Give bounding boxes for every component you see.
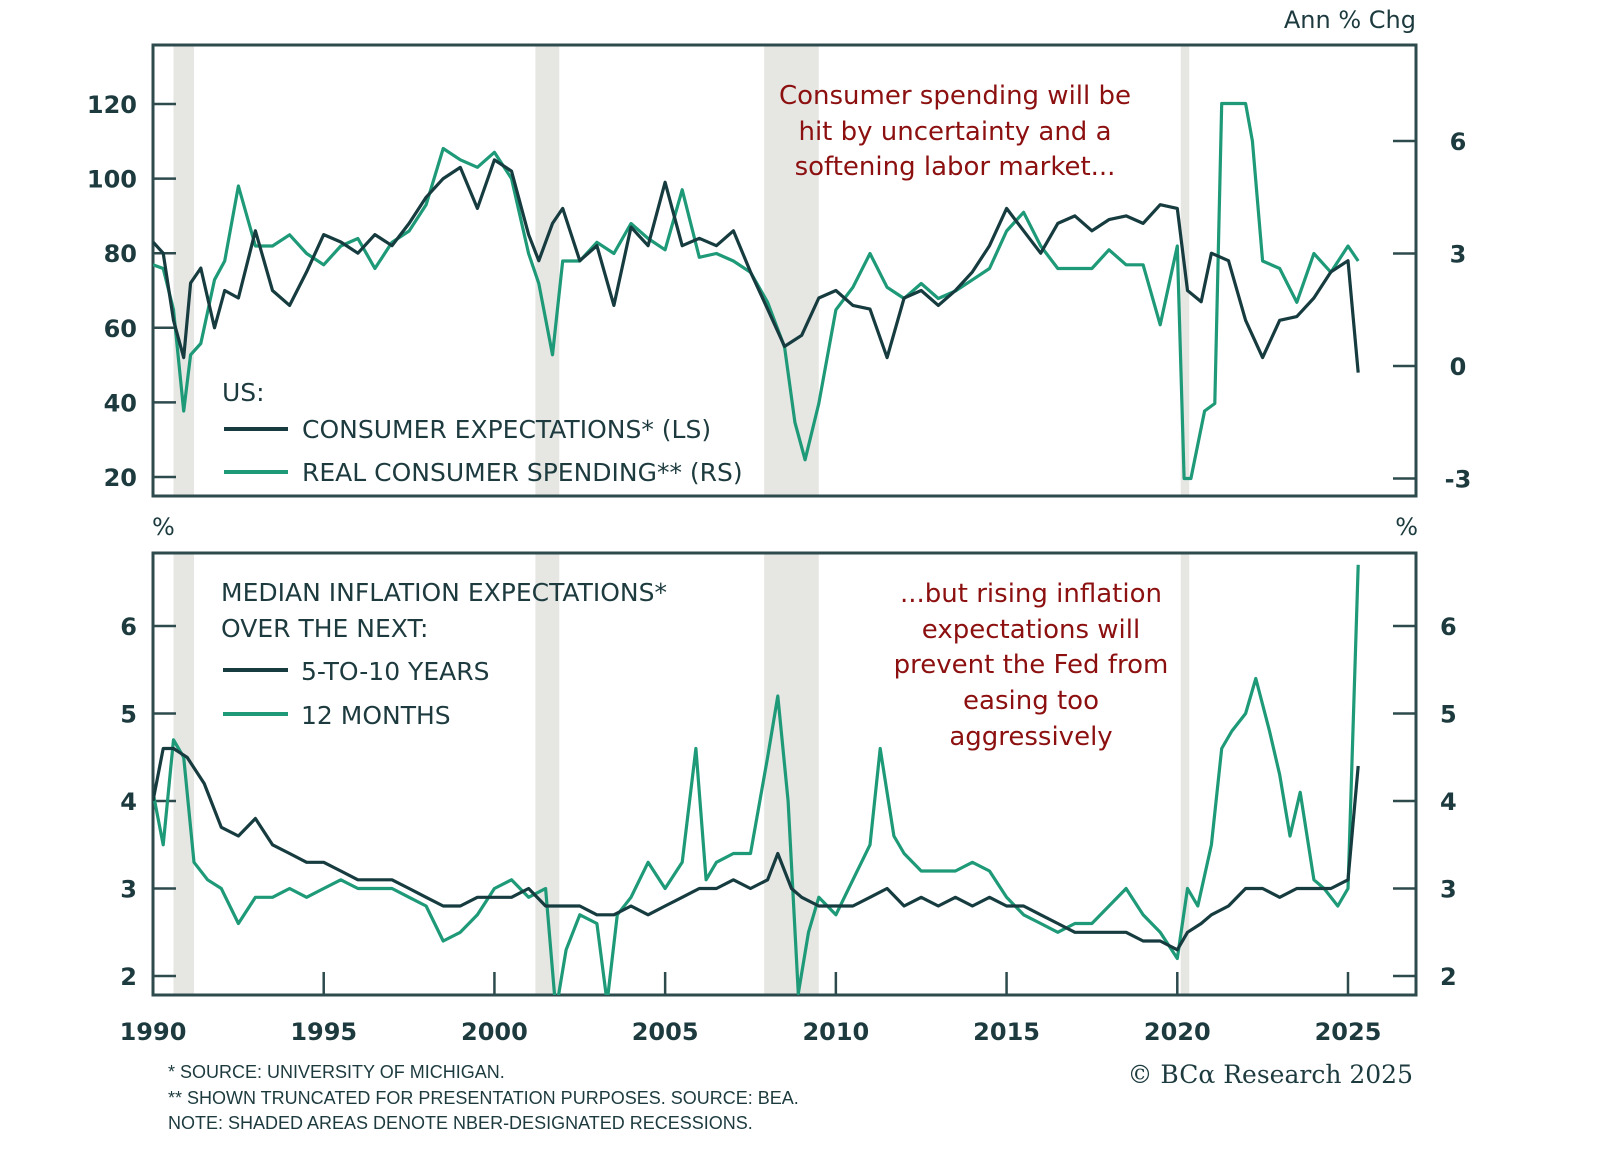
bottom-annotation-line4: easing too [963, 686, 1099, 716]
x-tick-label: 1990 [120, 1018, 187, 1046]
footnote-truncated: ** SHOWN TRUNCATED FOR PRESENTATION PURP… [168, 1088, 799, 1108]
x-tick-label: 2025 [1315, 1018, 1382, 1046]
top-annotation-line1: Consumer spending will be [779, 81, 1131, 111]
legend-label-5-to-10-years: 5-TO-10 YEARS [301, 657, 489, 686]
top-left-tick-label: 40 [104, 389, 137, 417]
x-tick-label: 2000 [461, 1018, 528, 1046]
top-annotation-line3: softening labor market... [795, 152, 1116, 182]
series-line-12-months [153, 564, 1360, 995]
legend-label-consumer-expectations: CONSUMER EXPECTATIONS* (LS) [302, 415, 711, 444]
top-right-tick-label: 3 [1450, 241, 1467, 269]
top-panel [151, 43, 1418, 498]
x-tick-label: 2010 [802, 1018, 869, 1046]
bottom-right-tick-label: 6 [1440, 613, 1457, 641]
top-right-tick-label: 0 [1450, 353, 1467, 381]
bottom-left-unit-label: % [152, 513, 175, 541]
bottom-panel [151, 551, 1418, 997]
top-legend-title: US: [222, 378, 265, 407]
top-right-unit-label: Ann % Chg [1284, 6, 1416, 34]
legend-label-real-consumer-spending: REAL CONSUMER SPENDING** (RS) [302, 458, 743, 487]
bottom-legend-title-line1: MEDIAN INFLATION EXPECTATIONS* [221, 578, 667, 607]
bottom-right-tick-label: 5 [1440, 701, 1457, 729]
recession-band-bottom-0 [173, 553, 194, 995]
bottom-annotation-line5: aggressively [949, 722, 1112, 752]
bottom-left-tick-label: 5 [120, 701, 137, 729]
recession-band-bottom-3 [1180, 553, 1190, 995]
top-panel-frame [151, 43, 1418, 498]
x-tick-label: 2020 [1144, 1018, 1211, 1046]
top-right-tick-label: 6 [1450, 128, 1467, 156]
bottom-left-tick-label: 2 [120, 963, 137, 991]
bottom-annotation-line2: expectations will [922, 615, 1140, 645]
footnote-recessions: NOTE: SHADED AREAS DENOTE NBER-DESIGNATE… [168, 1113, 753, 1133]
bottom-right-tick-label: 3 [1440, 876, 1457, 904]
top-legend: US: CONSUMER EXPECTATIONS* (LS) REAL CON… [222, 378, 743, 487]
bottom-legend: MEDIAN INFLATION EXPECTATIONS* OVER THE … [221, 578, 667, 730]
top-annotation: Consumer spending will be hit by uncerta… [779, 81, 1131, 182]
series-line-consumer-expectations [153, 158, 1360, 373]
footnote-source-umich: * SOURCE: UNIVERSITY OF MICHIGAN. [168, 1062, 505, 1082]
bottom-right-tick-label: 4 [1440, 788, 1457, 816]
x-tick-label: 2005 [632, 1018, 699, 1046]
recession-band-bottom-1 [535, 553, 560, 995]
bottom-right-tick-label: 2 [1440, 963, 1457, 991]
top-right-tick-label: -3 [1445, 466, 1472, 494]
recession-shading [173, 45, 1190, 995]
bottom-panel-frame [151, 551, 1418, 997]
top-left-tick-label: 120 [87, 91, 137, 119]
copyright-bca-research: © BCα Research 2025 [1127, 1060, 1413, 1089]
bottom-legend-title-line2: OVER THE NEXT: [221, 614, 428, 643]
bottom-left-tick-label: 4 [120, 788, 137, 816]
bottom-left-tick-label: 3 [120, 876, 137, 904]
bottom-annotation-line3: prevent the Fed from [894, 650, 1169, 680]
bottom-annotation-line1: ...but rising inflation [900, 579, 1162, 609]
axis-ticks: 20 40 60 80 100 120 -3 0 3 6 2 2 3 3 4 4 5 5 6 6 1990 1995 200… [87, 91, 1471, 1046]
x-tick-label: 2015 [973, 1018, 1040, 1046]
series-line-5-to-10-years [153, 746, 1360, 952]
series-line-real-consumer-spending [153, 101, 1360, 481]
bottom-annotation: ...but rising inflation expectations wil… [894, 579, 1169, 752]
top-annotation-line2: hit by uncertainty and a [798, 117, 1111, 147]
bottom-right-unit-label: % [1395, 513, 1418, 541]
recession-band-bottom-2 [764, 553, 819, 995]
bottom-left-tick-label: 6 [120, 613, 137, 641]
recession-band-top-2 [764, 45, 819, 496]
recession-band-top-1 [535, 45, 560, 496]
top-left-tick-label: 60 [104, 315, 137, 343]
x-tick-label: 1995 [290, 1018, 357, 1046]
series-lines [153, 101, 1360, 995]
recession-band-top-0 [173, 45, 194, 496]
top-left-tick-label: 20 [104, 464, 137, 492]
legend-label-12-months: 12 MONTHS [301, 701, 451, 730]
top-left-tick-label: 100 [87, 166, 137, 194]
top-left-tick-label: 80 [104, 240, 137, 268]
